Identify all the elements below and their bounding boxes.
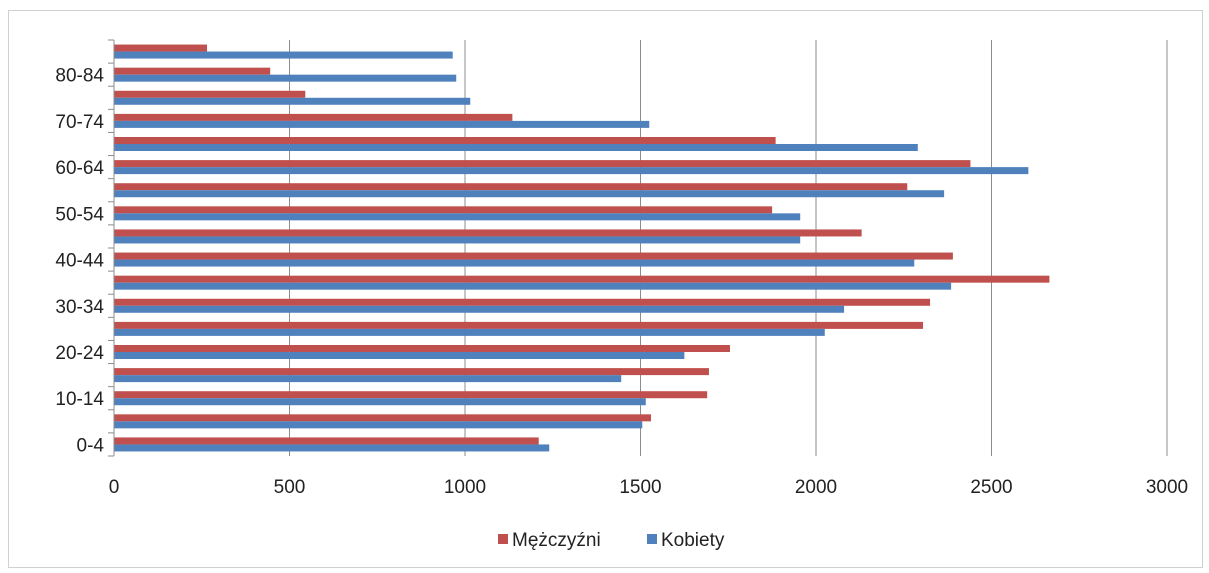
- bar-men-0-4: [114, 437, 539, 445]
- legend-label-men: Mężczyźni: [512, 530, 601, 551]
- bar-women-65-69: [114, 144, 918, 151]
- bar-women-35-39: [114, 282, 952, 290]
- x-tick-label: 3000: [1146, 477, 1188, 498]
- legend-swatch-men: [498, 534, 508, 544]
- x-tick-label: 1500: [619, 477, 661, 498]
- bar-women-60-64: [114, 167, 1029, 175]
- bar-women-10-14: [114, 398, 646, 406]
- bar-men-35-39: [114, 275, 1050, 283]
- y-tick-label: 50-54: [55, 204, 104, 225]
- bar-men-15-19: [114, 368, 709, 376]
- y-tick-label: 40-44: [55, 251, 104, 272]
- legend: Mężczyźni Kobiety: [498, 530, 725, 551]
- bar-women-75-79: [114, 97, 471, 105]
- bar-men-20-24: [114, 345, 731, 352]
- bar-men-55-59: [114, 183, 908, 191]
- legend-label-women: Kobiety: [661, 530, 725, 551]
- bar-women-45-49: [114, 236, 801, 244]
- x-tick-label: 2500: [970, 477, 1012, 498]
- bar-men-5-9: [114, 414, 652, 422]
- bar-women-25-29: [114, 328, 825, 336]
- bar-women-5-9: [114, 421, 643, 429]
- bar-women-15-19: [114, 375, 622, 383]
- y-tick-label: 30-34: [55, 297, 104, 318]
- population-bar-chart: 0 500 1000 1500 2000 2500 3000 0-4 10-14 20-24 30-…: [55, 39, 1188, 551]
- bar-women-20-24: [114, 352, 685, 359]
- axes: [108, 39, 115, 457]
- bar-women-0-4: [114, 444, 550, 452]
- bar-men-30-34: [114, 298, 931, 306]
- y-tick-label: 60-64: [55, 158, 104, 179]
- bar-men-45-49: [114, 229, 862, 237]
- bar-men-80-84: [114, 67, 271, 75]
- legend-swatch-women: [647, 534, 657, 544]
- bar-men-70-74: [114, 113, 513, 121]
- y-tick-label: 80-84: [55, 66, 104, 87]
- bar-women-85+: [114, 51, 453, 59]
- bar-men-75-79: [114, 90, 306, 98]
- chart-frame: 0 500 1000 1500 2000 2500 3000 0-4 10-14 20-24 30-…: [8, 10, 1203, 568]
- bar-women-55-59: [114, 190, 945, 198]
- gridlines: [289, 40, 1168, 456]
- bar-women-50-54: [114, 213, 801, 221]
- y-tick-label: 70-74: [55, 112, 104, 133]
- x-tick-label: 2000: [795, 477, 837, 498]
- bar-women-30-34: [114, 305, 845, 313]
- bar-women-80-84: [114, 74, 457, 82]
- bar-men-10-14: [114, 391, 708, 399]
- x-tick-label: 500: [274, 477, 306, 498]
- y-tick-label: 20-24: [55, 343, 104, 364]
- tick-labels: 0 500 1000 1500 2000 2500 3000 0-4 10-14 20-24 30-…: [55, 66, 1188, 498]
- bar-women-40-44: [114, 259, 915, 267]
- bars: [114, 44, 1050, 452]
- x-tick-label: 1000: [444, 477, 486, 498]
- bar-men-40-44: [114, 252, 953, 260]
- bar-men-65-69: [114, 137, 776, 144]
- bar-men-50-54: [114, 206, 773, 214]
- bar-men-60-64: [114, 160, 971, 168]
- y-tick-label: 10-14: [55, 389, 104, 410]
- x-tick-label: 0: [109, 477, 120, 498]
- bar-men-85+: [114, 44, 208, 52]
- bar-women-70-74: [114, 120, 650, 128]
- y-tick-label: 0-4: [77, 435, 105, 456]
- bar-men-25-29: [114, 321, 924, 329]
